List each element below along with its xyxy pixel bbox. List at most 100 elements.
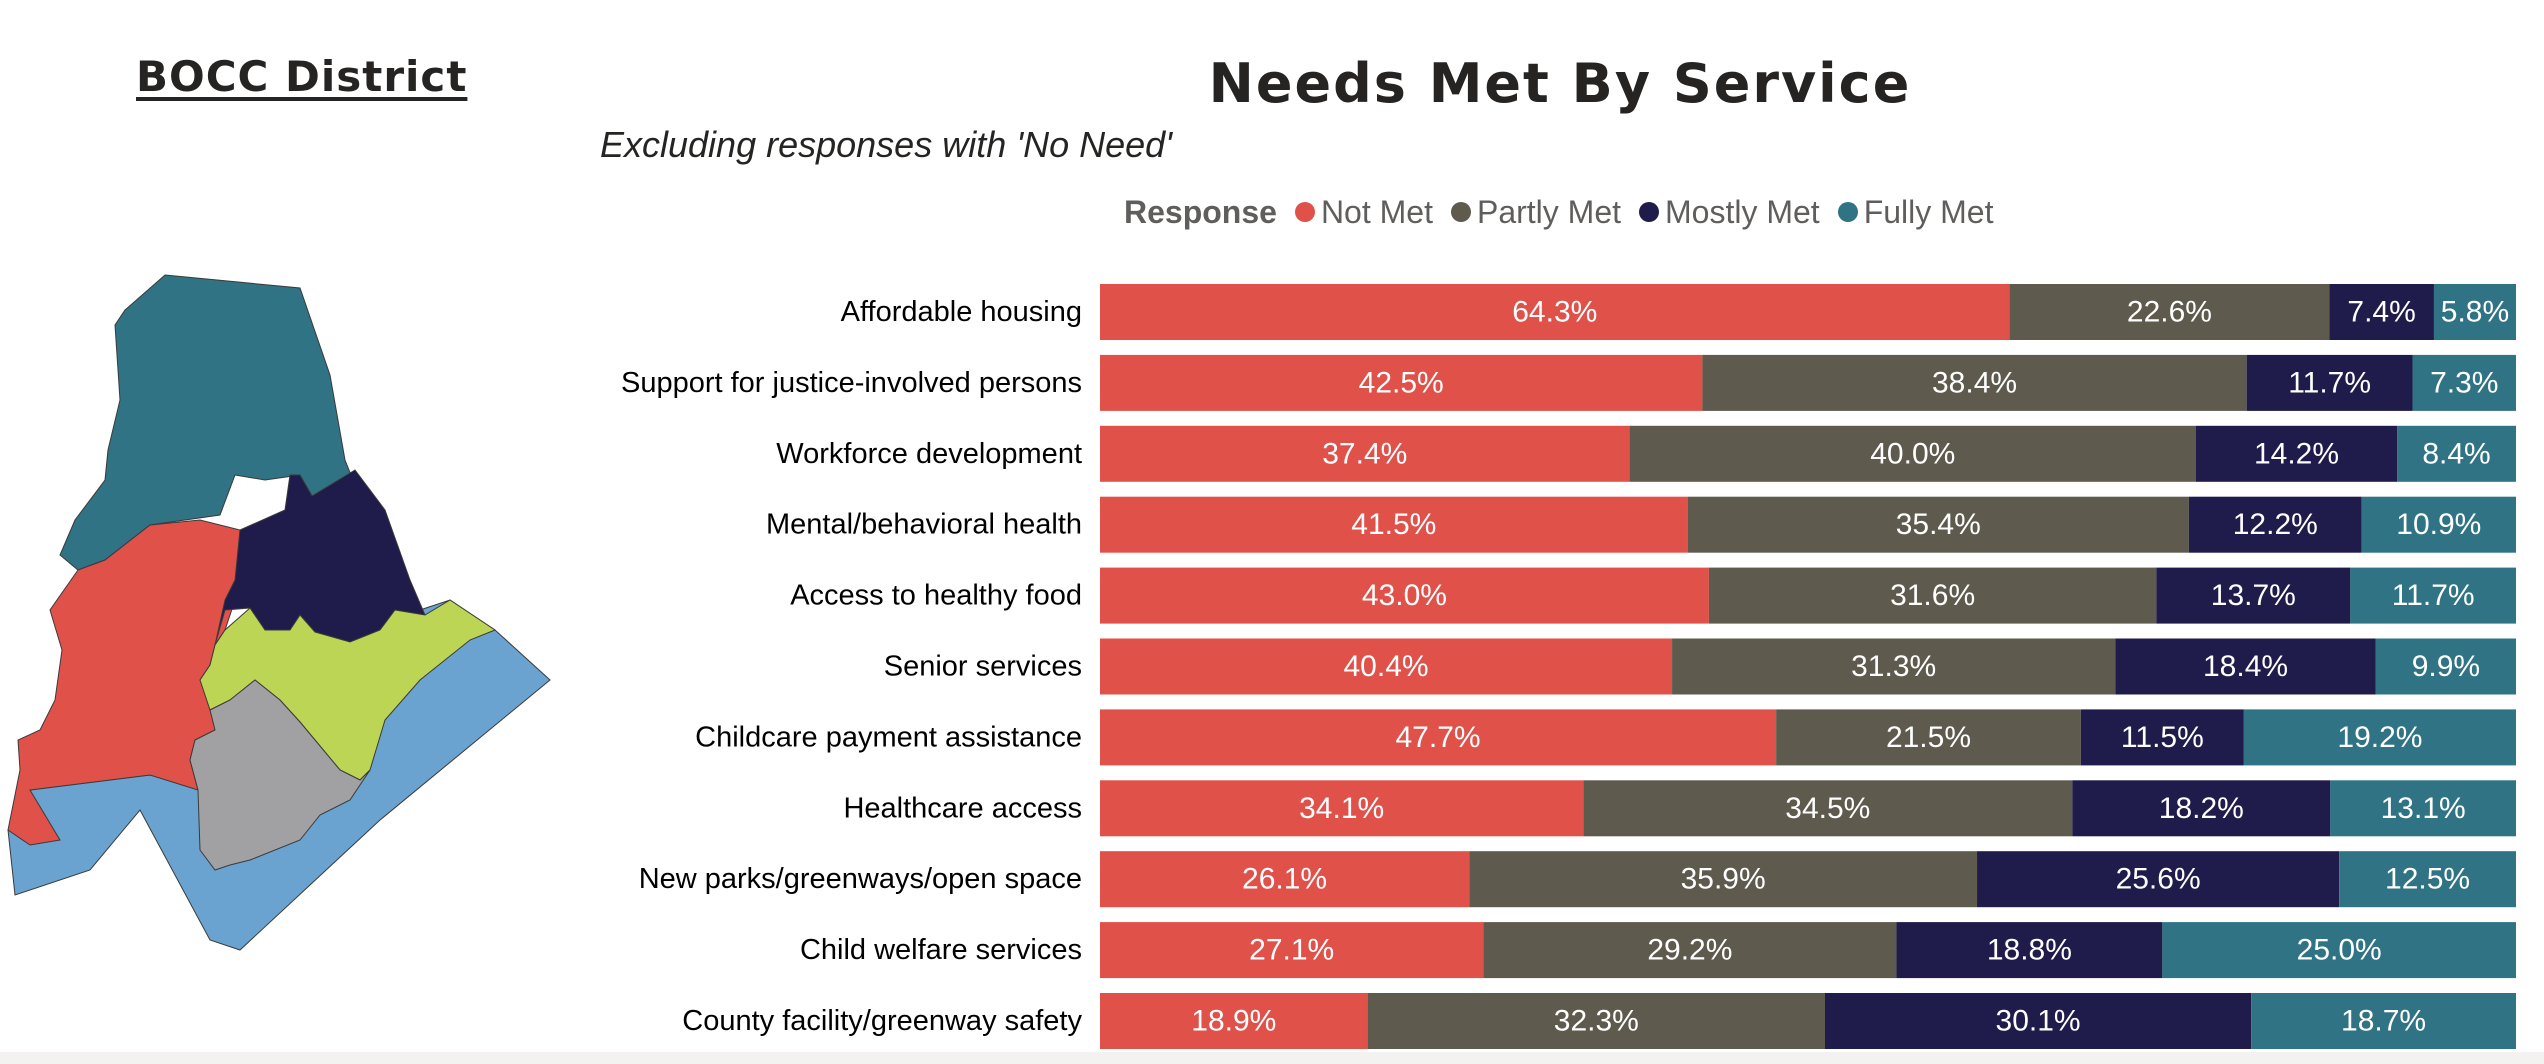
bar-affordable-housing-mostly-met[interactable] — [2329, 284, 2434, 340]
bar-new-parks-greenways-open-space-partly-met[interactable] — [1469, 851, 1978, 908]
bar-support-for-justice-involved-persons-not-met[interactable] — [1100, 354, 1703, 411]
bar-county-facility-greenway-safety-not-met[interactable] — [1100, 993, 1368, 1049]
bar-senior-services-not-met[interactable] — [1100, 638, 1673, 695]
data-label-affordable-housing-not-met: 64.3% — [1512, 296, 1597, 329]
bar-support-for-justice-involved-persons-mostly-met[interactable] — [2246, 354, 2413, 411]
data-label-new-parks-greenways-open-space-not-met: 26.1% — [1242, 863, 1327, 896]
bar-childcare-payment-assistance-not-met[interactable] — [1100, 709, 1777, 766]
category-label-healthcare-access: Healthcare access — [843, 792, 1082, 824]
data-label-childcare-payment-assistance-mostly-met: 11.5% — [2121, 721, 2204, 754]
bar-new-parks-greenways-open-space-mostly-met[interactable] — [1977, 851, 2340, 908]
bar-access-to-healthy-food-fully-met[interactable] — [2350, 567, 2516, 624]
bar-support-for-justice-involved-persons-partly-met[interactable] — [1702, 354, 2247, 411]
data-label-workforce-development-partly-met: 40.0% — [1870, 437, 1955, 470]
data-label-support-for-justice-involved-persons-mostly-met: 11.7% — [2288, 366, 2371, 399]
bar-affordable-housing-fully-met[interactable] — [2433, 284, 2516, 340]
bar-child-welfare-services-not-met[interactable] — [1100, 922, 1484, 979]
bar-county-facility-greenway-safety-partly-met[interactable] — [1367, 993, 1825, 1049]
data-label-mental-behavioral-health-partly-met: 35.4% — [1896, 508, 1981, 541]
data-label-healthcare-access-partly-met: 34.5% — [1785, 792, 1870, 825]
category-label-access-to-healthy-food: Access to healthy food — [790, 580, 1082, 612]
bar-healthcare-access-partly-met[interactable] — [1583, 780, 2073, 837]
bar-child-welfare-services-fully-met[interactable] — [2162, 922, 2516, 979]
bar-mental-behavioral-health-mostly-met[interactable] — [2188, 496, 2362, 553]
bar-healthcare-access-mostly-met[interactable] — [2072, 780, 2331, 837]
legend-item-not-met[interactable]: Not Met — [1294, 193, 1433, 231]
legend: Response Not Met Partly Met Mostly Met F… — [1124, 190, 2011, 234]
bar-workforce-development-not-met[interactable] — [1100, 425, 1630, 482]
data-label-senior-services-fully-met: 9.9% — [2412, 650, 2480, 683]
bar-senior-services-partly-met[interactable] — [1672, 638, 2116, 695]
data-label-county-facility-greenway-safety-not-met: 18.9% — [1191, 1005, 1276, 1038]
legend-item-mostly-met[interactable]: Mostly Met — [1639, 194, 1820, 231]
data-label-county-facility-greenway-safety-partly-met: 32.3% — [1554, 1005, 1639, 1038]
data-label-access-to-healthy-food-partly-met: 31.6% — [1890, 579, 1975, 612]
data-label-new-parks-greenways-open-space-partly-met: 35.9% — [1681, 863, 1766, 896]
bar-healthcare-access-fully-met[interactable] — [2330, 780, 2516, 837]
data-label-workforce-development-fully-met: 8.4% — [2422, 437, 2490, 470]
data-label-affordable-housing-fully-met: 5.8% — [2441, 296, 2509, 329]
data-label-healthcare-access-fully-met: 13.1% — [2381, 792, 2466, 825]
data-label-affordable-housing-partly-met: 22.6% — [2127, 296, 2212, 329]
category-label-new-parks-greenways-open-space: New parks/greenways/open space — [639, 863, 1082, 895]
data-label-support-for-justice-involved-persons-not-met: 42.5% — [1359, 366, 1444, 399]
bar-access-to-healthy-food-mostly-met[interactable] — [2156, 567, 2351, 624]
category-label-affordable-housing: Affordable housing — [841, 296, 1082, 328]
bar-new-parks-greenways-open-space-fully-met[interactable] — [2339, 851, 2516, 908]
legend-dot-mostly-met — [1639, 202, 1659, 222]
bar-affordable-housing-partly-met[interactable] — [2009, 284, 2330, 340]
data-label-child-welfare-services-partly-met: 29.2% — [1647, 934, 1732, 967]
bar-workforce-development-fully-met[interactable] — [2397, 425, 2516, 482]
data-label-workforce-development-mostly-met: 14.2% — [2254, 437, 2339, 470]
bar-childcare-payment-assistance-mostly-met[interactable] — [2080, 709, 2244, 766]
legend-item-partly-met[interactable]: Partly Met — [1450, 193, 1621, 231]
data-label-child-welfare-services-mostly-met: 18.8% — [1987, 934, 2072, 967]
bar-child-welfare-services-partly-met[interactable] — [1483, 922, 1897, 979]
data-label-senior-services-partly-met: 31.3% — [1851, 650, 1936, 683]
bar-county-facility-greenway-safety-mostly-met[interactable] — [1824, 993, 2252, 1049]
data-label-access-to-healthy-food-mostly-met: 13.7% — [2211, 579, 2296, 612]
district-map[interactable] — [0, 270, 560, 970]
data-label-senior-services-not-met: 40.4% — [1343, 650, 1428, 683]
data-label-mental-behavioral-health-mostly-met: 12.2% — [2233, 508, 2318, 541]
legend-label-not-met: Not Met — [1320, 193, 1433, 230]
bar-childcare-payment-assistance-partly-met[interactable] — [1776, 709, 2081, 766]
data-label-childcare-payment-assistance-fully-met: 19.2% — [2337, 721, 2422, 754]
legend-label-mostly-met: Mostly Met — [1665, 193, 1820, 230]
data-label-mental-behavioral-health-fully-met: 10.9% — [2396, 508, 2481, 541]
data-label-county-facility-greenway-safety-fully-met: 18.7% — [2341, 1005, 2426, 1038]
bar-affordable-housing-not-met[interactable] — [1100, 284, 2010, 340]
bar-access-to-healthy-food-not-met[interactable] — [1100, 567, 1709, 624]
district-center[interactable] — [189, 679, 371, 871]
category-label-county-facility-greenway-safety: County facility/greenway safety — [682, 1005, 1082, 1037]
bar-senior-services-fully-met[interactable] — [2375, 638, 2516, 695]
map-title: BOCC District — [136, 52, 468, 101]
bar-senior-services-mostly-met[interactable] — [2115, 638, 2376, 695]
data-label-support-for-justice-involved-persons-partly-met: 38.4% — [1932, 366, 2017, 399]
bar-mental-behavioral-health-not-met[interactable] — [1100, 496, 1688, 553]
bar-childcare-payment-assistance-fully-met[interactable] — [2243, 709, 2516, 766]
legend-dot-not-met — [1294, 202, 1315, 222]
legend-dot-partly-met — [1450, 202, 1471, 222]
chart-subtitle: Excluding responses with 'No Need' — [600, 124, 1173, 165]
data-label-healthcare-access-not-met: 34.1% — [1299, 792, 1384, 825]
category-label-workforce-development: Workforce development — [776, 438, 1082, 470]
legend-label-fully-met: Fully Met — [1863, 193, 1994, 230]
data-label-new-parks-greenways-open-space-mostly-met: 25.6% — [2116, 863, 2201, 896]
data-label-access-to-healthy-food-fully-met: 11.7% — [2392, 579, 2475, 612]
legend-item-fully-met[interactable]: Fully Met — [1837, 193, 1994, 231]
bar-support-for-justice-involved-persons-fully-met[interactable] — [2412, 354, 2516, 411]
bar-mental-behavioral-health-partly-met[interactable] — [1687, 496, 2189, 553]
legend-label-partly-met: Partly Met — [1476, 193, 1621, 230]
bar-workforce-development-mostly-met[interactable] — [2195, 425, 2398, 482]
bar-child-welfare-services-mostly-met[interactable] — [1896, 922, 2163, 979]
bar-county-facility-greenway-safety-fully-met[interactable] — [2251, 993, 2516, 1049]
bar-access-to-healthy-food-partly-met[interactable] — [1708, 567, 2157, 624]
bar-healthcare-access-not-met[interactable] — [1100, 780, 1584, 837]
category-label-childcare-payment-assistance: Childcare payment assistance — [695, 721, 1082, 753]
bar-workforce-development-partly-met[interactable] — [1629, 425, 2196, 482]
bar-mental-behavioral-health-fully-met[interactable] — [2361, 496, 2516, 553]
category-label-mental-behavioral-health: Mental/behavioral health — [766, 509, 1082, 541]
bar-new-parks-greenways-open-space-not-met[interactable] — [1100, 851, 1470, 908]
